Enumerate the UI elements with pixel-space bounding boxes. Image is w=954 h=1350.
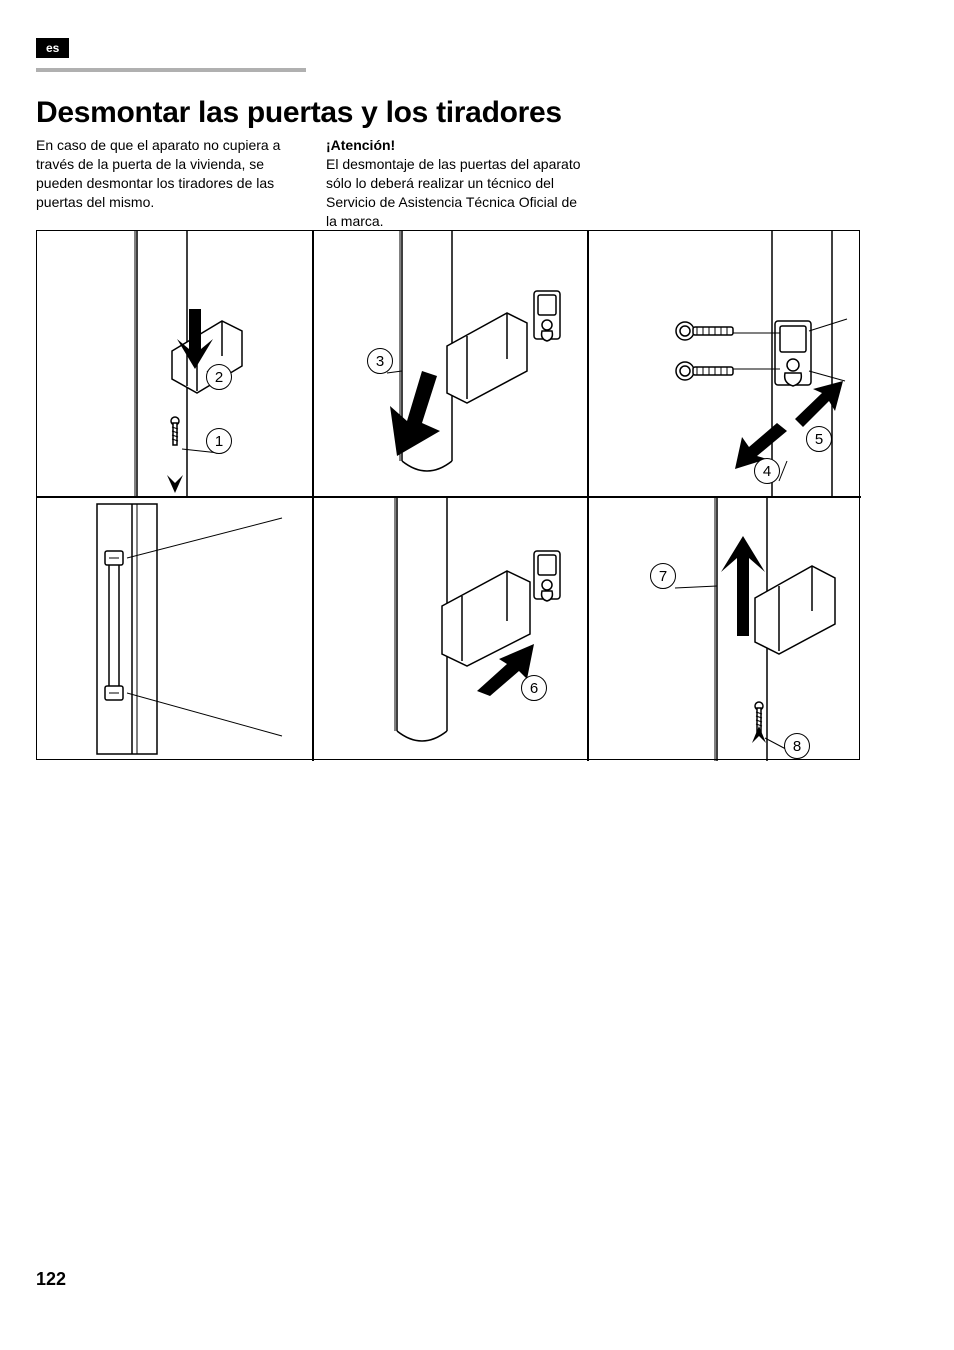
page-number: 122 <box>36 1269 66 1290</box>
header-rule <box>36 68 306 72</box>
instruction-figure: 1 2 3 45 6 7 8 <box>36 230 860 760</box>
step-illustration <box>37 496 312 761</box>
callout-6: 6 <box>521 675 547 701</box>
intro-paragraph: En caso de que el aparato no cupiera a t… <box>36 136 298 230</box>
step-panel-4 <box>37 496 312 761</box>
warning-text: El desmontaje de las puertas del aparato… <box>326 156 581 229</box>
callout-3: 3 <box>367 348 393 374</box>
warning-label: ¡Atención! <box>326 137 395 153</box>
callout-1: 1 <box>206 428 232 454</box>
step-panel-2 <box>312 231 587 496</box>
warning-paragraph: ¡Atención! El desmontaje de las puertas … <box>326 136 588 230</box>
step-illustration <box>587 231 861 496</box>
callout-4: 4 <box>754 458 780 484</box>
step-panel-6 <box>587 496 861 761</box>
step-panel-3 <box>587 231 861 496</box>
step-panel-5 <box>312 496 587 761</box>
step-illustration <box>312 231 587 496</box>
page-title: Desmontar las puertas y los tiradores <box>36 96 918 130</box>
step-illustration <box>312 496 587 761</box>
callout-8: 8 <box>784 733 810 759</box>
step-panel-1 <box>37 231 312 496</box>
callout-7: 7 <box>650 563 676 589</box>
step-illustration <box>37 231 312 496</box>
callout-5: 5 <box>806 426 832 452</box>
step-illustration <box>587 496 861 761</box>
language-tag: es <box>36 38 69 58</box>
callout-2: 2 <box>206 364 232 390</box>
content-area: Desmontar las puertas y los tiradores En… <box>36 96 918 230</box>
